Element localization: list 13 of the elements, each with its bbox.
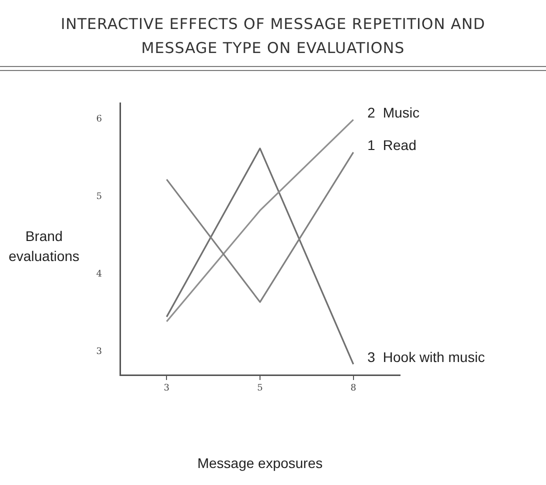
y-axis-title: Brand evaluations bbox=[8, 227, 80, 266]
series-label: 1 Read bbox=[367, 137, 416, 154]
x-tick-label: 8 bbox=[350, 384, 356, 394]
y-tick-label: 6 bbox=[96, 114, 102, 124]
chart-title: INTERACTIVE EFFECTS OF MESSAGE REPETITION AND MESSAGE TYPE ON EVALUATIONS bbox=[60, 14, 486, 59]
y-tick-label: 5 bbox=[96, 192, 102, 202]
x-tick-label: 5 bbox=[257, 384, 264, 394]
x-tick-label: 3 bbox=[164, 384, 170, 394]
series-label: 3 Hook with music bbox=[367, 348, 485, 365]
y-tick-label: 4 bbox=[96, 269, 102, 280]
series-label: 2 Music bbox=[367, 104, 420, 121]
y-tick-label: 3 bbox=[96, 347, 102, 358]
x-axis-title: Message exposures bbox=[196, 455, 324, 471]
